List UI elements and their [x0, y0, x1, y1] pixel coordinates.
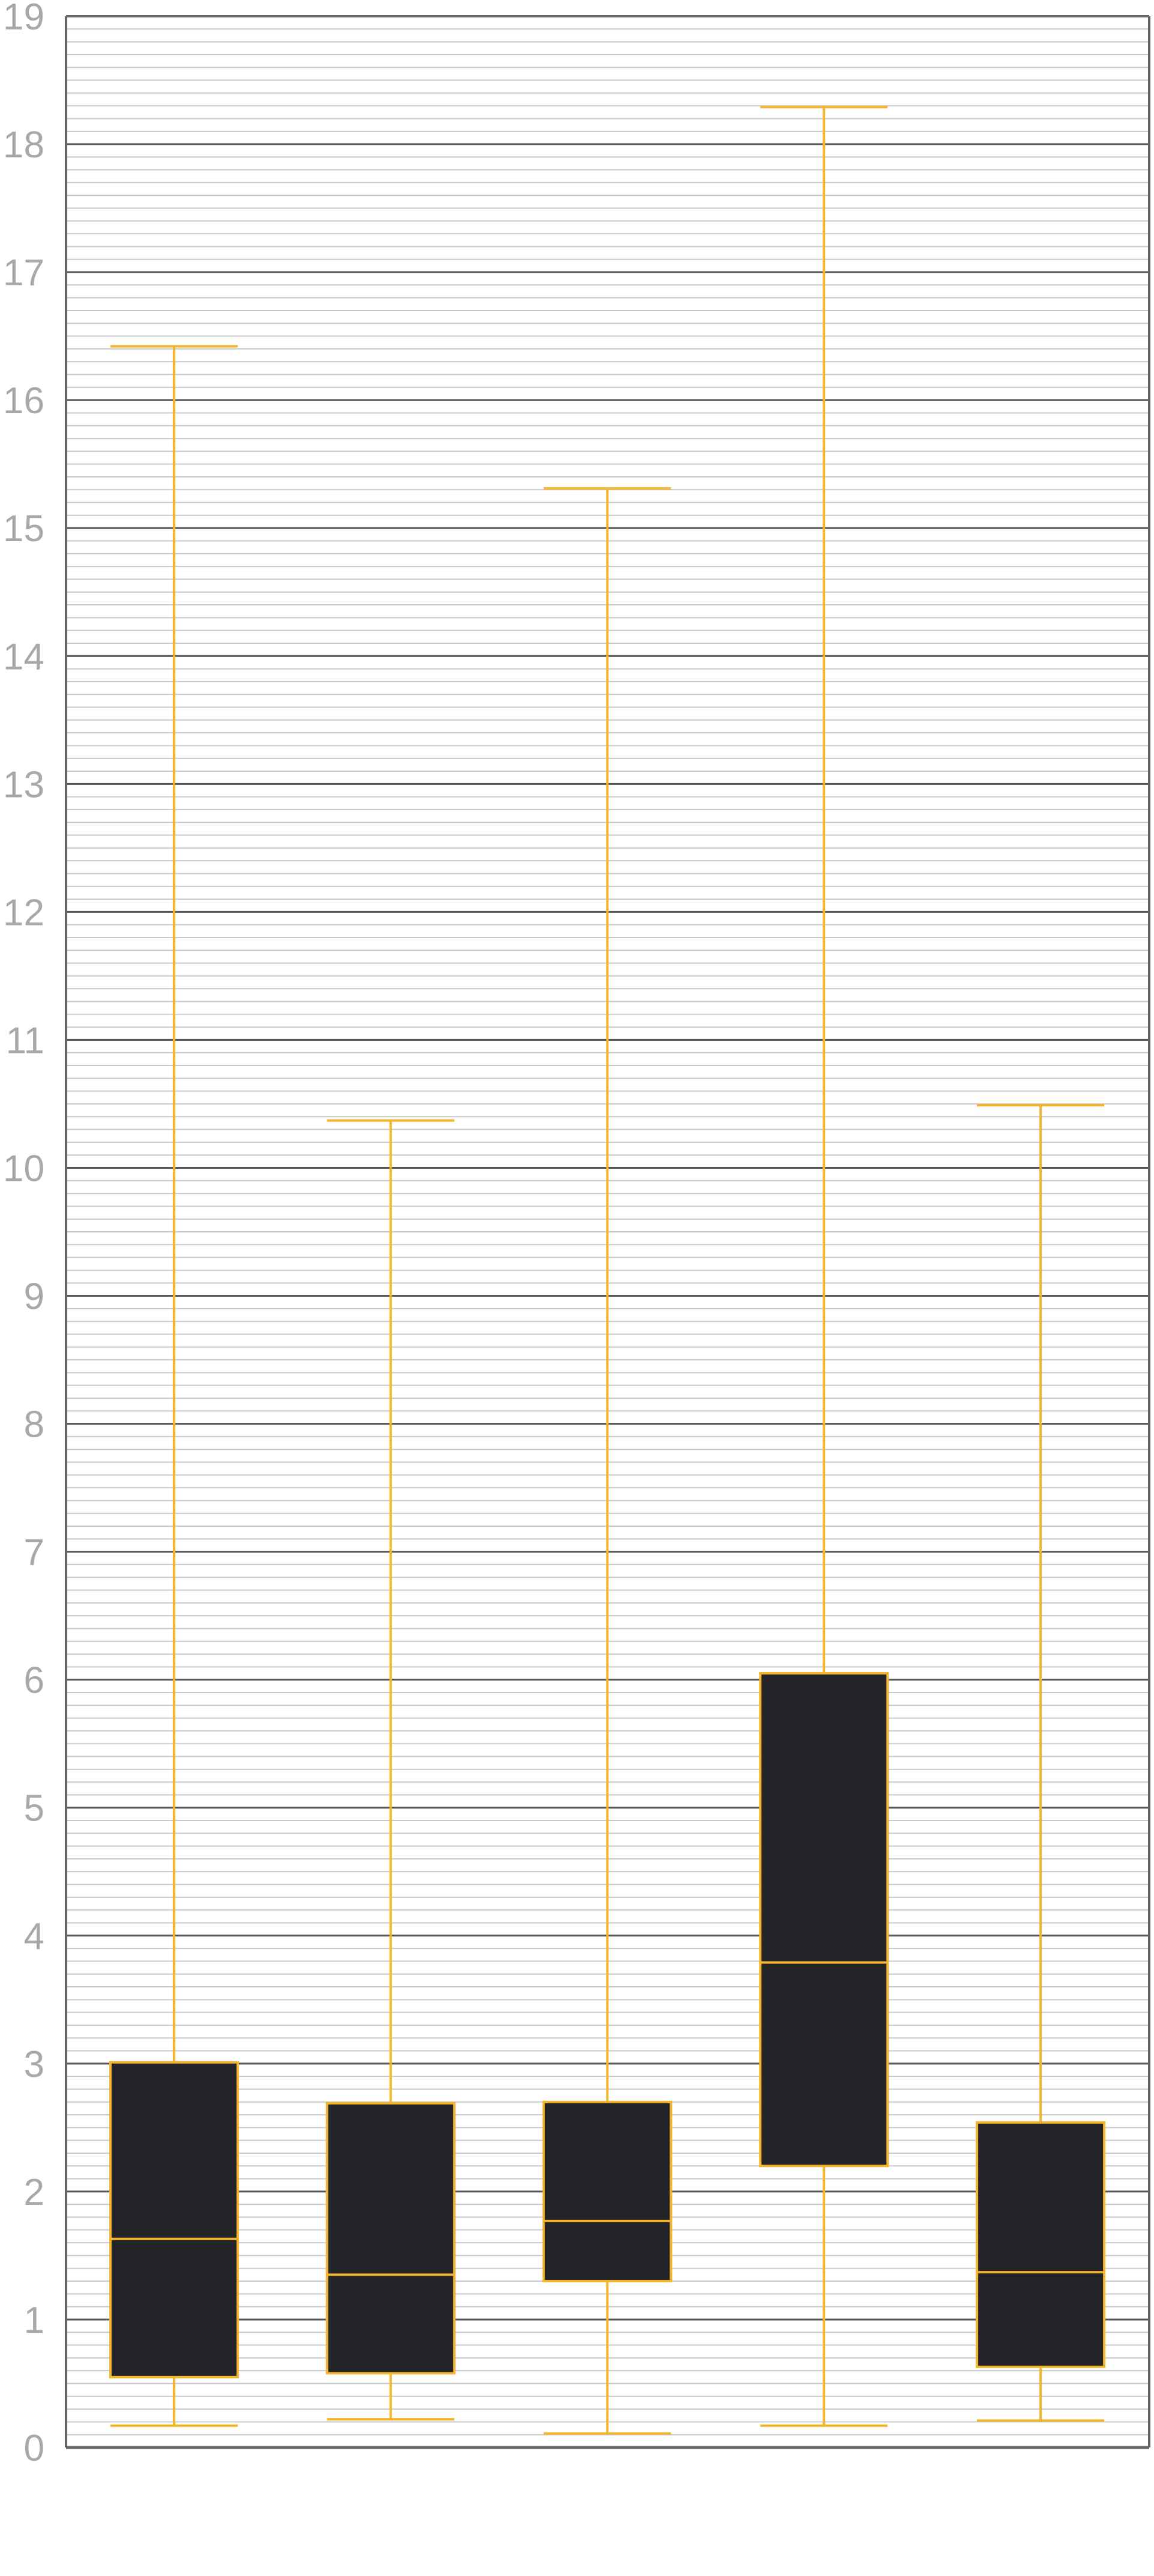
y-tick-label: 0	[24, 2428, 44, 2469]
boxes	[109, 106, 1106, 2435]
y-tick-label: 10	[3, 1148, 44, 1189]
y-tick-label: 18	[3, 124, 44, 166]
iqr-box	[325, 2102, 456, 2375]
y-tick-label: 7	[24, 1532, 44, 1574]
y-tick-label: 14	[3, 636, 44, 677]
iqr-box	[976, 2121, 1106, 2368]
y-tick-label: 9	[24, 1276, 44, 1318]
y-tick-label: 13	[3, 764, 44, 805]
iqr-box	[759, 1672, 889, 2168]
y-tick-label: 8	[24, 1404, 44, 1446]
y-tick-label: 2	[24, 2172, 44, 2213]
y-tick-label: 6	[24, 1660, 44, 1702]
y-tick-label: 1	[24, 2300, 44, 2341]
y-tick-label: 15	[3, 508, 44, 550]
y-tick-label: 4	[24, 1916, 44, 1957]
box-2	[325, 1119, 456, 2421]
y-tick-label: 17	[3, 252, 44, 294]
y-tick-label: 5	[24, 1788, 44, 1829]
y-tick-label: 16	[3, 380, 44, 422]
y-tick-label: 19	[3, 0, 44, 38]
box-1	[109, 345, 239, 2427]
y-tick-label: 12	[3, 892, 44, 933]
axes	[65, 15, 1150, 2449]
box-4	[759, 106, 889, 2427]
box-3	[542, 487, 672, 2435]
y-tick-label: 3	[24, 2044, 44, 2085]
iqr-box	[542, 2100, 672, 2283]
iqr-box	[109, 2061, 239, 2378]
box-5	[976, 1104, 1106, 2422]
y-tick-label: 11	[6, 1020, 44, 1061]
